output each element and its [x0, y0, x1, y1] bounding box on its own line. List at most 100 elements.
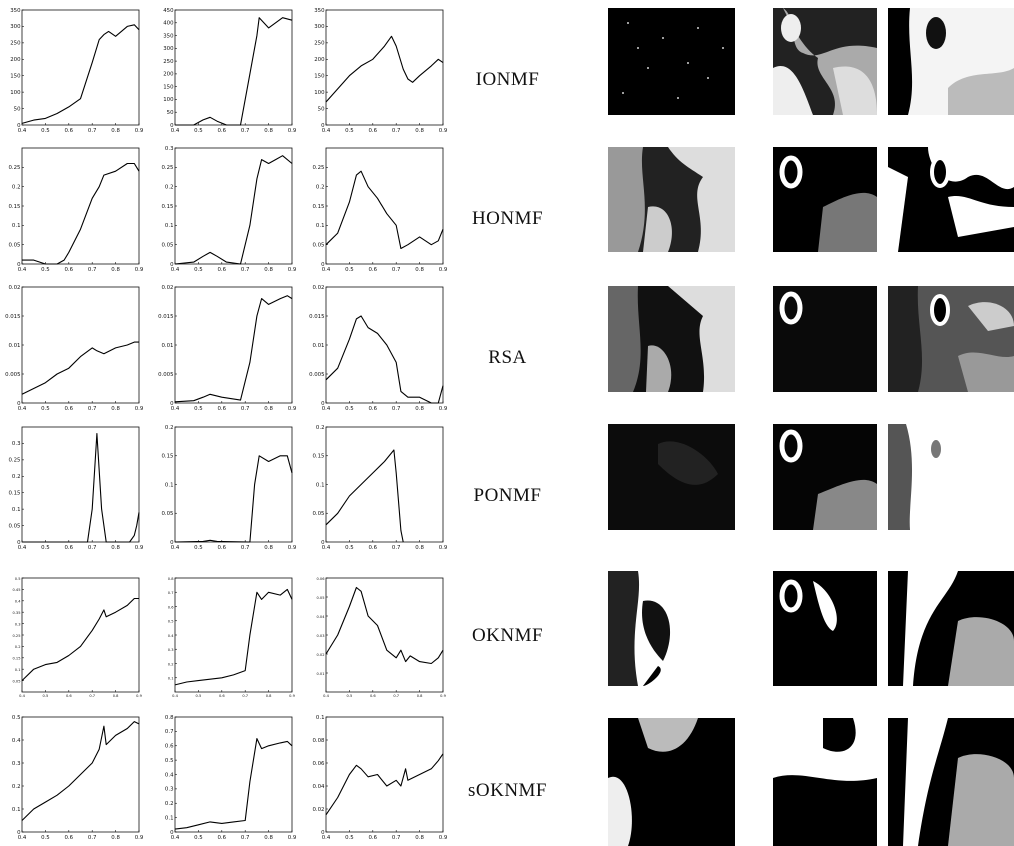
y-tick-label: 0.03: [316, 634, 324, 638]
panel-oknmf-3: 0.4 0.5 0.6 0.7 0.8 0.9 0.01 0.02 0.03 0.04 0.05 0.…: [316, 577, 446, 698]
y-tick-label: 0: [17, 540, 21, 546]
x-tick-label: 0.7: [241, 128, 250, 134]
y-tick-label: 100: [10, 90, 21, 96]
x-tick-label: 0.7: [88, 128, 97, 134]
x-tick-label: 0.8: [111, 406, 120, 412]
y-tick-label: 250: [10, 41, 21, 47]
panel-rsa-3: 0.4 0.5 0.6 0.7 0.8 0.9 0 0.005 0.01 0.015 0.02: [309, 285, 448, 412]
y-tick-label: 100: [163, 97, 174, 103]
y-tick-label: 0.1: [12, 807, 21, 813]
y-tick-label: 0.2: [316, 184, 325, 190]
y-tick-label: 0: [321, 540, 325, 546]
y-tick-label: 0.25: [8, 165, 20, 171]
x-tick-label: 0.4: [18, 545, 27, 551]
x-tick-label: 0.8: [111, 267, 120, 273]
y-tick-label: 0.1: [316, 482, 325, 488]
x-tick-label: 0.5: [196, 694, 202, 698]
panel-frame: [325, 577, 444, 693]
spectrum-line: [174, 295, 293, 403]
panel-frame: [174, 426, 293, 543]
panel-frame: [21, 9, 140, 126]
spectrum-line: [22, 433, 140, 543]
x-tick-label: 0.5: [41, 406, 50, 412]
y-tick-label: 0.05: [12, 679, 20, 683]
x-tick-label: 0.7: [88, 406, 97, 412]
y-tick-label: 0.05: [316, 596, 324, 600]
y-tick-label: 0.3: [12, 761, 21, 767]
y-tick-label: 0.05: [161, 242, 173, 248]
abundance-map-oknmf-3: [888, 571, 1014, 686]
y-tick-label: 0.25: [8, 458, 20, 464]
spectrum-line: [325, 449, 404, 543]
panel-frame: [174, 716, 293, 833]
panel-frame: [325, 716, 444, 833]
abundance-map-ionmf-2: [773, 8, 877, 115]
y-tick-label: 0.2: [12, 784, 21, 790]
x-tick-label: 0.8: [111, 835, 120, 841]
x-tick-label: 0.7: [241, 545, 250, 551]
panel-frame: [21, 577, 140, 693]
panel-soknmf-1: 0.4 0.5 0.6 0.7 0.8 0.9 0 0.1 0.2 0.3 0.4 0.5: [12, 715, 144, 841]
x-tick-label: 0.9: [288, 267, 297, 273]
x-tick-label: 0.8: [113, 694, 119, 698]
y-tick-label: 0: [170, 830, 174, 836]
x-tick-label: 0.9: [439, 406, 448, 412]
panel-frame: [21, 426, 140, 543]
y-tick-label: 0.3: [15, 622, 21, 626]
y-tick-label: 150: [10, 74, 21, 80]
y-tick-label: 150: [163, 84, 174, 90]
y-tick-label: 0.04: [316, 615, 325, 619]
x-tick-label: 0.9: [288, 545, 297, 551]
y-tick-label: 0.8: [168, 577, 174, 581]
x-tick-label: 0.6: [218, 406, 227, 412]
y-tick-label: 0.02: [8, 285, 20, 291]
x-tick-label: 0.6: [369, 267, 378, 273]
y-tick-label: 0.3: [12, 441, 21, 447]
panel-frame: [325, 9, 444, 126]
row-label-ponmf: PONMF: [473, 485, 542, 506]
x-tick-label: 0.4: [322, 128, 331, 134]
panel-honmf-3: 0.4 0.5 0.6 0.7 0.8 0.9 0 0.05 0.1 0.15 0.2 0.25: [312, 147, 448, 273]
row-label-rsa: RSA: [488, 347, 527, 368]
x-tick-label: 0.9: [439, 267, 448, 273]
x-tick-label: 0.8: [264, 128, 273, 134]
abundance-map-honmf-1: [608, 147, 735, 252]
spectrum-line: [174, 588, 293, 686]
abundance-map-rsa-3: [888, 286, 1014, 392]
spectrum-line: [174, 155, 293, 265]
x-tick-label: 0.9: [135, 406, 144, 412]
abundance-map-ponmf-2: [773, 424, 877, 530]
y-tick-label: 0.015: [158, 314, 173, 320]
panel-frame: [21, 716, 140, 833]
x-tick-label: 0.7: [392, 406, 401, 412]
x-tick-label: 0.8: [415, 406, 424, 412]
y-tick-label: 0.15: [12, 657, 20, 661]
y-tick-label: 300: [10, 24, 21, 30]
x-tick-label: 0.9: [135, 128, 144, 134]
y-tick-label: 0.35: [12, 611, 20, 615]
y-tick-label: 0.02: [312, 807, 324, 813]
y-tick-label: 0.015: [309, 314, 324, 320]
panel-ponmf-2: 0.4 0.5 0.6 0.7 0.8 0.9 0 0.05 0.1 0.15 0.2: [161, 425, 296, 551]
abundance-map-soknmf-3: [888, 718, 1014, 846]
y-tick-label: 250: [314, 41, 325, 47]
panel-honmf-1: 0.4 0.5 0.6 0.7 0.8 0.9 0 0.05 0.1 0.15 0.2 0.25: [8, 147, 144, 273]
x-tick-label: 0.6: [218, 128, 227, 134]
x-tick-label: 0.8: [415, 128, 424, 134]
y-tick-label: 0.15: [312, 454, 324, 460]
y-tick-label: 0.2: [165, 184, 174, 190]
y-tick-label: 0.3: [165, 787, 174, 793]
y-tick-label: 0.05: [8, 242, 20, 248]
y-tick-label: 0: [170, 262, 174, 268]
row-label-honmf: HONMF: [471, 208, 544, 229]
spectrum-line: [325, 170, 444, 250]
abundance-map-oknmf-2: [773, 571, 877, 686]
y-tick-label: 0: [321, 262, 325, 268]
y-tick-label: 100: [314, 90, 325, 96]
abundance-map-ionmf-3: [888, 8, 1014, 115]
y-tick-label: 0.15: [312, 204, 324, 210]
x-tick-label: 0.8: [264, 835, 273, 841]
x-tick-label: 0.5: [41, 128, 50, 134]
spectrum-line: [325, 315, 444, 404]
y-tick-label: 0.25: [12, 634, 20, 638]
